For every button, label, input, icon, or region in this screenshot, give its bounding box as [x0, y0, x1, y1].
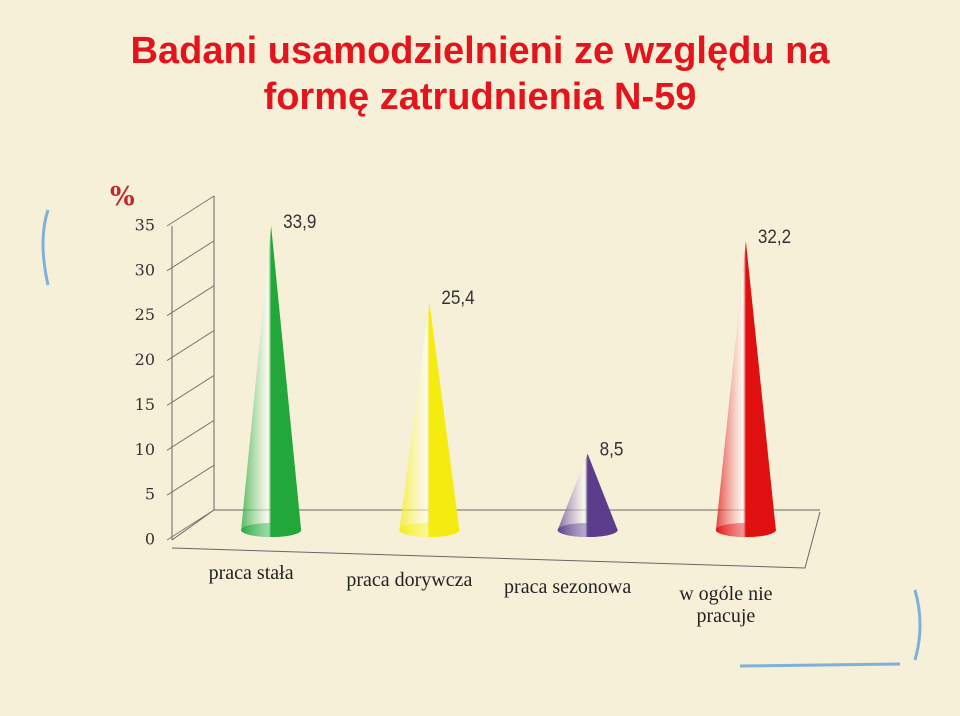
x-tick-label: praca sezonowa: [504, 576, 632, 598]
cone: [241, 225, 302, 537]
value-label: 32,2: [758, 226, 791, 247]
grid-line: [166, 509, 215, 541]
value-label: 8,5: [600, 439, 624, 460]
x-tick-label: w ogóle nie pracuje: [679, 583, 773, 627]
grid-line: [166, 464, 215, 496]
cone: [399, 302, 460, 537]
chart-title: Badani usamodzielnieni ze względu na for…: [130, 30, 830, 118]
cone: [557, 453, 618, 537]
y-tick-label: 35: [135, 216, 155, 235]
x-tick-label: praca dorywcza: [346, 569, 473, 591]
y-tick-label: 30: [135, 260, 155, 279]
grid-line: [166, 375, 215, 406]
grid-line: [166, 240, 215, 272]
y-tick-label: 25: [135, 305, 155, 324]
y-tick-label: 20: [135, 350, 155, 369]
decoration: [739, 589, 922, 668]
grid-line: [166, 285, 215, 317]
x-tick-label: praca stała: [208, 562, 294, 584]
y-tick-label: 15: [135, 395, 155, 414]
grid-line: [166, 330, 215, 361]
grid-line: [166, 195, 215, 227]
y-tick-label: 5: [145, 485, 155, 504]
y-tick-label: 0: [145, 530, 155, 549]
decoration: [41, 209, 50, 286]
value-label: 33,9: [283, 211, 316, 232]
value-label: 25,4: [441, 287, 474, 308]
cone: [715, 241, 776, 537]
y-axis-label: %: [110, 182, 135, 212]
grid-line: [166, 419, 215, 451]
y-tick-label: 10: [135, 440, 155, 459]
